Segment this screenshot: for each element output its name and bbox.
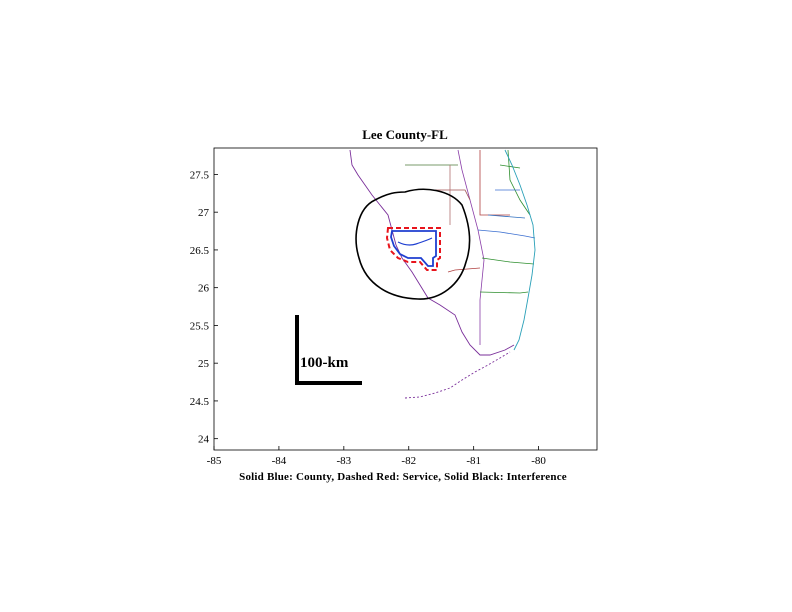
x-tick-label: -83 xyxy=(336,455,351,467)
county-boundaries xyxy=(405,149,536,345)
x-tick-label: -80 xyxy=(531,455,546,467)
x-tick-label: -85 xyxy=(207,455,222,467)
y-tick-label: 26.5 xyxy=(190,245,210,257)
x-axis: -85 -84 -83 -82 -81 -80 xyxy=(207,446,546,467)
map-title: Lee County-FL xyxy=(362,127,448,142)
y-tick-label: 25 xyxy=(198,358,210,370)
scale-bar: 100-km xyxy=(295,315,362,385)
scale-bar-label: 100-km xyxy=(300,355,349,371)
y-tick-label: 24.5 xyxy=(190,396,210,408)
x-tick-label: -84 xyxy=(272,455,287,467)
y-tick-label: 24 xyxy=(198,434,210,446)
interference-contour xyxy=(355,188,471,300)
x-tick-label: -81 xyxy=(466,455,481,467)
y-tick-label: 27 xyxy=(198,207,210,219)
service-contour xyxy=(385,227,441,271)
y-tick-label: 26 xyxy=(198,283,210,295)
coastline xyxy=(349,149,536,399)
county-river xyxy=(397,237,433,246)
plot-frame xyxy=(213,147,598,451)
y-tick-label: 25.5 xyxy=(190,320,210,332)
x-tick-label: -82 xyxy=(401,455,416,467)
map-caption: Solid Blue: County, Dashed Red: Service,… xyxy=(239,471,567,483)
y-tick-label: 27.5 xyxy=(190,169,210,181)
y-axis: 24 24.5 25 25.5 26 26.5 27 27.5 xyxy=(190,169,218,446)
county-outline xyxy=(390,230,437,267)
